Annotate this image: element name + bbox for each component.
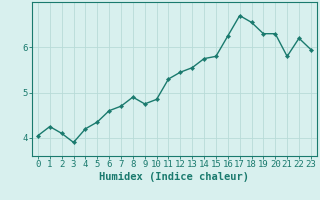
X-axis label: Humidex (Indice chaleur): Humidex (Indice chaleur) (100, 172, 249, 182)
